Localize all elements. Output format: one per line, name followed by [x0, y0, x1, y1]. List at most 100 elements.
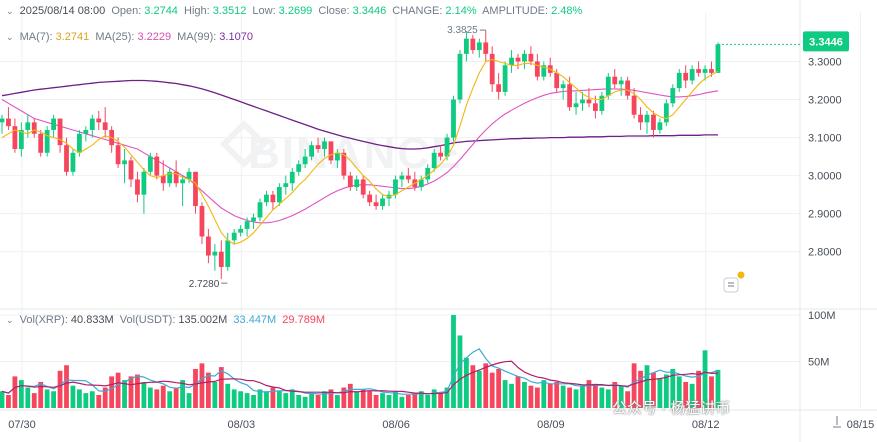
- candle-body: [605, 76, 611, 96]
- volume-bar: [489, 372, 495, 408]
- candle-body: [102, 122, 108, 130]
- volume-bar: [186, 393, 192, 408]
- volume-ma-lines: [1, 348, 719, 395]
- last-price-tag-text: 3.3446: [809, 36, 843, 48]
- ma99-value: 3.1070: [219, 31, 253, 43]
- vol-usdt-value: 135.002M: [178, 314, 228, 326]
- header-date: 2025/08/14 08:00: [19, 5, 106, 17]
- candle-body: [180, 179, 185, 184]
- candle-body: [18, 129, 24, 149]
- volume-bar: [347, 383, 353, 408]
- price-tick-label: 3.3000: [808, 56, 842, 68]
- ma25-value: 3.2229: [137, 31, 172, 43]
- volume-bar: [541, 380, 547, 408]
- candle-body: [483, 42, 489, 54]
- open-label: Open:: [111, 5, 142, 17]
- volume-bar: [670, 368, 676, 408]
- time-tick-label: 08/12: [692, 419, 720, 431]
- open-value: 3.2744: [144, 5, 178, 17]
- candle-body: [534, 61, 540, 77]
- candle-body: [651, 114, 656, 130]
- vol-collapse-caret-icon[interactable]: ⌄: [6, 315, 14, 325]
- volume-bar: [431, 389, 437, 408]
- volume-bar: [147, 387, 153, 408]
- candle-body: [289, 171, 295, 184]
- candle-body: [44, 129, 50, 153]
- volume-bar: [238, 391, 244, 408]
- collapse-caret-icon[interactable]: ⌄: [6, 6, 14, 16]
- candle-body: [51, 118, 56, 130]
- volume-bar: [89, 391, 95, 408]
- volume-bar: [612, 381, 618, 408]
- volume-bar: [689, 383, 695, 408]
- candle-body: [567, 84, 572, 108]
- volume-tick-label: 50M: [808, 357, 829, 369]
- candle-body: [186, 171, 192, 180]
- volume-bars: [0, 315, 721, 408]
- volume-bar: [25, 387, 31, 408]
- volume-bar: [296, 394, 302, 408]
- candle-body: [418, 179, 424, 188]
- volume-bar: [135, 374, 140, 408]
- volume-bar: [57, 370, 63, 408]
- volume-bar: [457, 335, 463, 408]
- volume-bar: [77, 389, 82, 408]
- volume-bar: [322, 391, 327, 408]
- candle-body: [238, 228, 244, 233]
- volume-bar: [141, 381, 147, 408]
- volume-bar: [206, 372, 211, 408]
- time-tick-label: 08/06: [382, 419, 410, 431]
- candle-body: [586, 99, 592, 104]
- volume-bar: [618, 385, 624, 408]
- candle-body: [599, 95, 605, 111]
- ma7-line: [1, 59, 719, 245]
- candle-body: [309, 145, 314, 157]
- volume-bar: [515, 376, 521, 408]
- low-label: Low:: [252, 5, 276, 17]
- volume-bar: [218, 367, 224, 408]
- candle-body: [335, 152, 340, 161]
- time-tick-label: 08/15: [847, 419, 875, 431]
- candle-body: [193, 171, 198, 207]
- vol-ma1-value: 33.447M: [233, 314, 277, 326]
- vol-usdt-label: Vol(USDT):: [119, 314, 176, 326]
- volume-bar: [476, 370, 482, 408]
- ma-collapse-caret-icon[interactable]: ⌄: [6, 32, 14, 42]
- volume-bar: [509, 383, 514, 408]
- candle-body: [380, 198, 385, 207]
- candle-body: [322, 141, 327, 149]
- candle-body: [328, 141, 334, 161]
- volume-bar: [534, 387, 540, 408]
- candle-body: [70, 152, 76, 172]
- volume-bar: [257, 389, 263, 408]
- ma7-polyline: [1, 59, 719, 245]
- volume-bar: [160, 385, 166, 408]
- volume-bar: [302, 396, 308, 408]
- volume-bar: [418, 391, 424, 408]
- volume-bar: [193, 368, 198, 408]
- candle-body: [225, 240, 231, 267]
- candle-body: [96, 118, 102, 123]
- candle-body: [573, 103, 579, 108]
- candle-body: [393, 179, 398, 195]
- candle-body: [528, 53, 534, 62]
- candle-body: [502, 65, 508, 92]
- ohlc-header: ⌄ 2025/08/14 08:00 Open: 3.2744 High: 3.35…: [0, 5, 585, 17]
- time-tick-label: 08/03: [228, 419, 256, 431]
- last-price-tag-box: [803, 31, 849, 52]
- candle-body: [315, 145, 321, 149]
- volume-bar: [625, 391, 631, 408]
- candle-body: [554, 72, 560, 89]
- candle-body: [373, 202, 379, 207]
- volume-bar: [212, 381, 218, 408]
- volume-tick-label: 100M: [808, 310, 836, 322]
- high-low-annotations: 3.3825 2.7280: [189, 25, 486, 290]
- ma7-value: 3.2741: [55, 31, 90, 43]
- high-value: 3.3512: [212, 5, 247, 17]
- candle-body: [702, 69, 708, 73]
- binance-logo-watermark: [219, 119, 269, 169]
- volume-bar: [567, 387, 572, 408]
- candle-body: [147, 156, 153, 172]
- volume-bar: [709, 376, 714, 408]
